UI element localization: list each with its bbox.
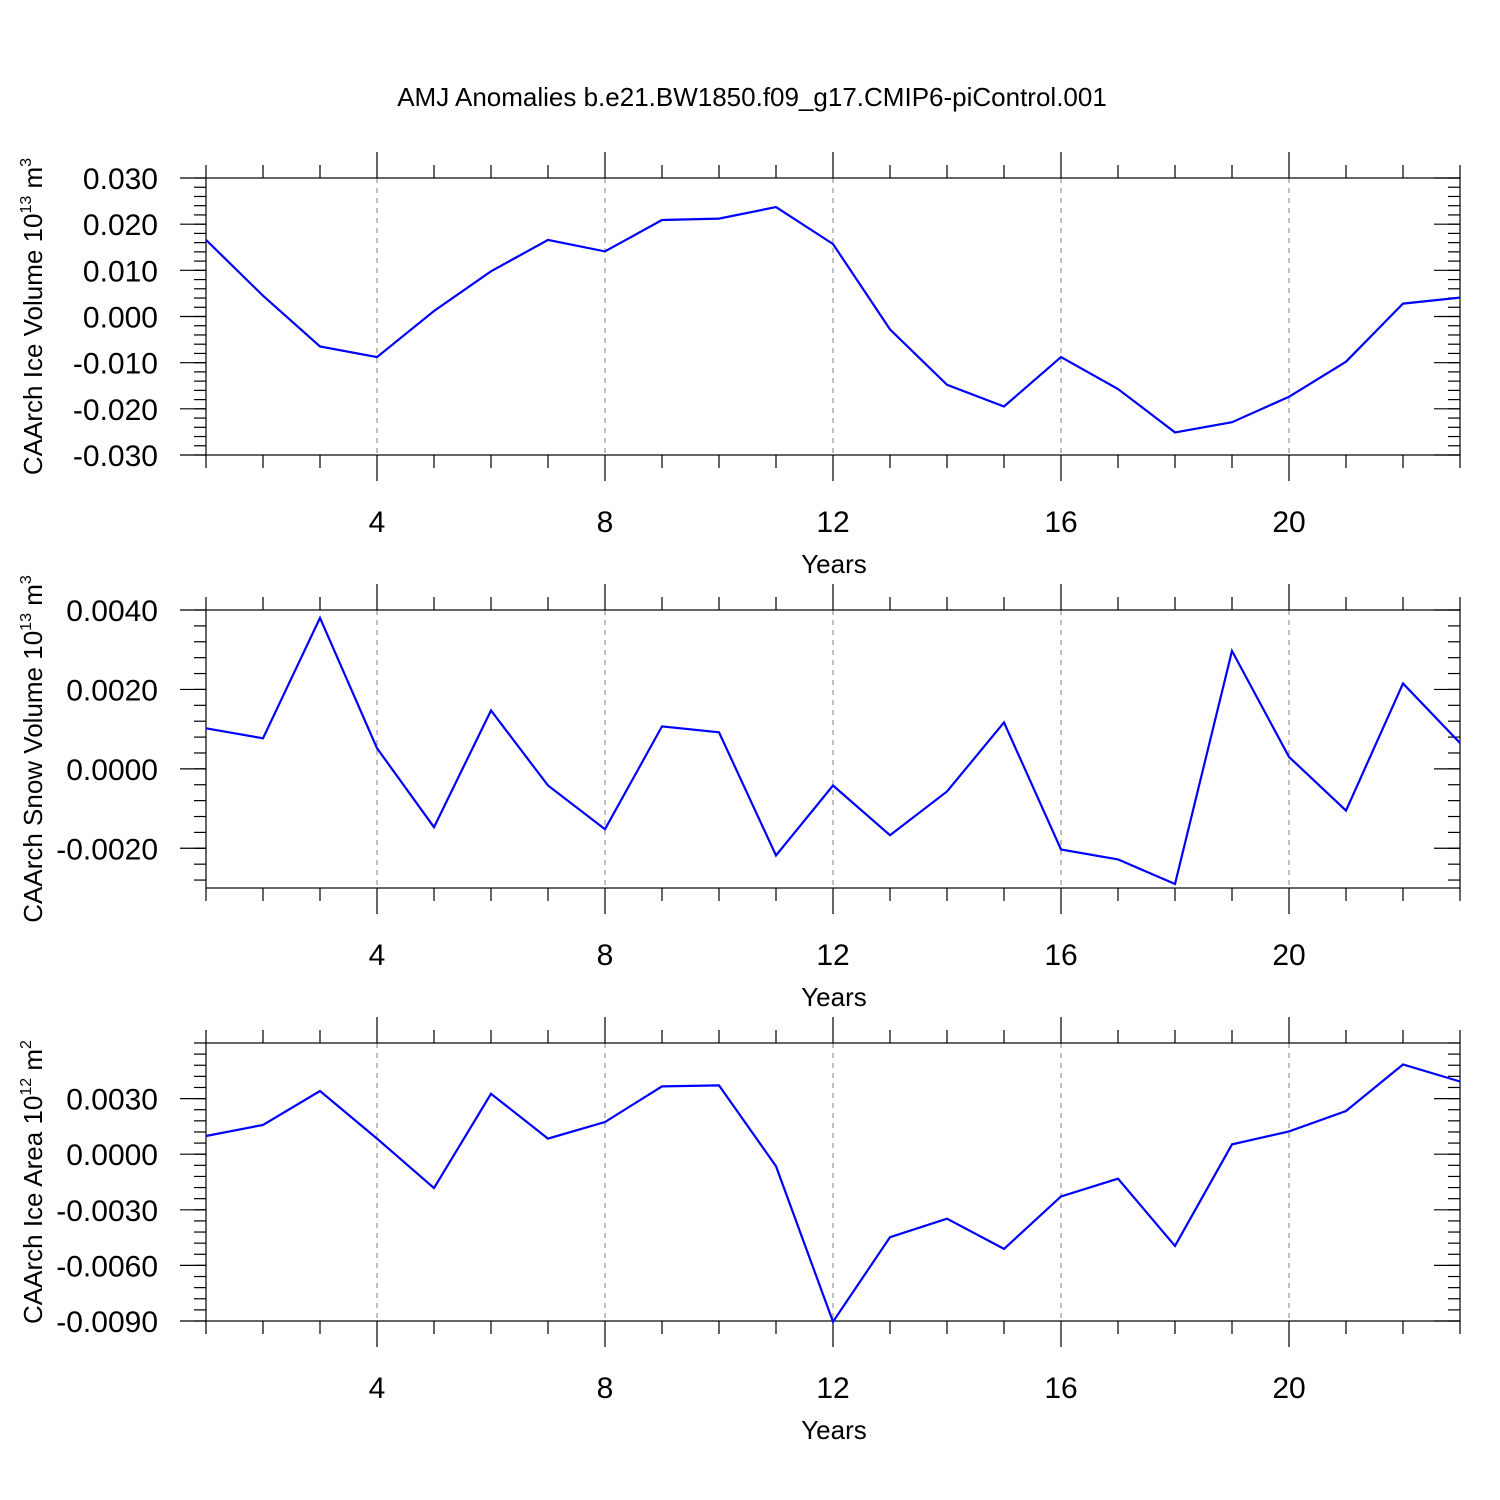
ice-volume-y-tick-label: 0.030 bbox=[83, 163, 158, 196]
ice-area-y-tick-label: 0.0030 bbox=[66, 1084, 158, 1117]
snow-volume-y-tick-label: 0.0020 bbox=[66, 674, 158, 707]
ice-area-x-tick-label: 4 bbox=[369, 1372, 386, 1405]
panel-ice-area: 4 8 12 16 20 Years -0.0090 -0.0060 -0.0030 0.0000… bbox=[18, 1017, 1461, 1445]
ice-volume-y-tick-label: -0.030 bbox=[73, 440, 158, 473]
panels: 4 8 12 16 20 Years -0.030 -0.020 -0.010 0.000 0.01… bbox=[18, 152, 1461, 1445]
ice-volume-y-tick-label: 0.000 bbox=[83, 302, 158, 335]
snow-volume-y-tick-label: 0.0000 bbox=[66, 754, 158, 787]
ice-volume-x-axis-label: Years bbox=[801, 549, 867, 579]
ice-volume-y-axis-label: CAArch Ice Volume 1013 m3 bbox=[18, 158, 48, 475]
ice-area-y-tick-label: 0.0000 bbox=[66, 1139, 158, 1172]
ice-volume-x-tick-label: 8 bbox=[597, 506, 614, 539]
snow-volume-x-axis-label: Years bbox=[801, 982, 867, 1012]
snow-volume-x-tick-label: 16 bbox=[1044, 939, 1077, 972]
ice-area-y-tick-label: -0.0090 bbox=[56, 1306, 158, 1339]
ice-volume-x-tick-label: 12 bbox=[816, 506, 849, 539]
snow-volume-y-tick-label: -0.0020 bbox=[56, 833, 158, 866]
ice-area-x-tick-label: 16 bbox=[1044, 1372, 1077, 1405]
snow-volume-y-tick-label: 0.0040 bbox=[66, 595, 158, 628]
ice-area-x-tick-label: 8 bbox=[597, 1372, 614, 1405]
ice-volume-x-tick-label: 20 bbox=[1272, 506, 1305, 539]
panel-snow-volume: 4 8 12 16 20 Years -0.0020 0.0000 0.0020 0.0040 CA… bbox=[18, 575, 1461, 1012]
panel-ice-volume: 4 8 12 16 20 Years -0.030 -0.020 -0.010 0.000 0.01… bbox=[18, 152, 1461, 579]
ice-area-y-tick-label: -0.0030 bbox=[56, 1195, 158, 1228]
ice-area-y-axis-label: CAArch Ice Area 1012 m2 bbox=[18, 1040, 48, 1324]
ice-area-x-tick-label: 20 bbox=[1272, 1372, 1305, 1405]
snow-volume-x-tick-label: 8 bbox=[597, 939, 614, 972]
figure-title: AMJ Anomalies b.e21.BW1850.f09_g17.CMIP6… bbox=[397, 82, 1107, 112]
snow-volume-y-axis-label: CAArch Snow Volume 1013 m3 bbox=[18, 575, 48, 923]
ice-area-y-tick-label: -0.0060 bbox=[56, 1250, 158, 1283]
ice-area-x-axis-label: Years bbox=[801, 1415, 867, 1445]
ice-volume-y-tick-label: 0.010 bbox=[83, 255, 158, 288]
snow-volume-x-tick-label: 4 bbox=[369, 939, 386, 972]
snow-volume-x-tick-label: 20 bbox=[1272, 939, 1305, 972]
ice-volume-x-tick-label: 4 bbox=[369, 506, 386, 539]
ice-area-x-tick-label: 12 bbox=[816, 1372, 849, 1405]
ice-volume-y-tick-label: -0.020 bbox=[73, 394, 158, 427]
snow-volume-x-tick-label: 12 bbox=[816, 939, 849, 972]
ice-volume-y-tick-label: 0.020 bbox=[83, 209, 158, 242]
ice-volume-x-tick-label: 16 bbox=[1044, 506, 1077, 539]
ice-volume-y-tick-label: -0.010 bbox=[73, 348, 158, 381]
